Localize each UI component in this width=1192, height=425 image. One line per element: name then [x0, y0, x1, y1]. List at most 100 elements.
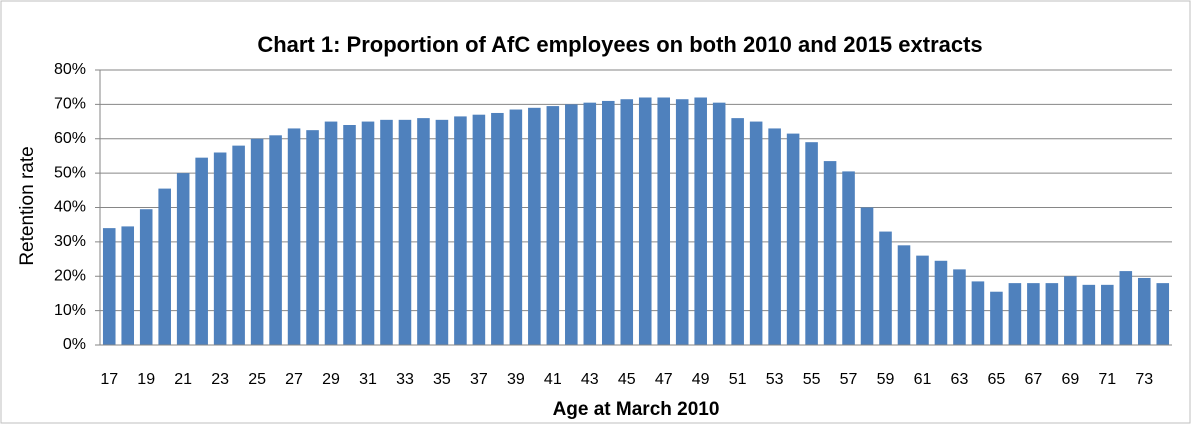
x-tick-label: 55: [803, 371, 821, 388]
bar: [269, 135, 282, 345]
bar: [971, 281, 985, 345]
bar: [1101, 284, 1114, 345]
bar: [491, 112, 504, 345]
x-tick-label: 35: [433, 371, 451, 388]
bar: [916, 255, 929, 345]
bar: [879, 231, 892, 345]
bar: [842, 171, 855, 345]
bar: [158, 188, 171, 345]
bar: [306, 130, 319, 345]
x-tick-label: 53: [766, 371, 784, 388]
bar: [139, 209, 153, 345]
bar: [343, 125, 356, 345]
y-tick-label: 30%: [54, 233, 86, 250]
bar: [712, 102, 726, 345]
x-tick-label: 51: [729, 371, 747, 388]
y-tick-label: 10%: [54, 302, 86, 319]
bar: [749, 121, 763, 345]
bar: [823, 161, 837, 345]
bar: [768, 128, 781, 345]
bar: [417, 118, 430, 345]
bar: [990, 291, 1003, 345]
x-tick-label: 57: [840, 371, 858, 388]
x-tick-label: 45: [618, 371, 636, 388]
bar: [805, 142, 818, 345]
bar: [213, 152, 227, 345]
x-tick-label: 41: [544, 371, 562, 388]
bar: [121, 226, 135, 345]
x-tick-label: 47: [655, 371, 673, 388]
bar: [601, 100, 615, 345]
x-tick-label: 31: [359, 371, 377, 388]
y-tick-label: 70%: [54, 96, 86, 113]
bar: [1119, 271, 1133, 345]
bar: [953, 269, 966, 345]
bar: [398, 119, 412, 345]
x-tick-label: 23: [211, 371, 229, 388]
bar: [860, 207, 874, 345]
x-tick-label: 27: [285, 371, 303, 388]
chart-title: Chart 1: Proportion of AfC employees on …: [257, 32, 982, 57]
x-tick-label: 33: [396, 371, 414, 388]
bar: [528, 107, 541, 345]
x-tick-label: 71: [1098, 371, 1116, 388]
bar: [324, 121, 338, 345]
bar: [250, 138, 264, 345]
bar: [694, 97, 707, 345]
bar: [454, 116, 467, 345]
x-tick-label: 69: [1061, 371, 1079, 388]
bar: [102, 228, 116, 345]
bar: [472, 114, 486, 345]
y-tick-label: 60%: [54, 130, 86, 147]
bar: [380, 119, 393, 345]
bar: [176, 173, 190, 345]
x-tick-label: 43: [581, 371, 599, 388]
bar: [435, 119, 449, 345]
y-axis-title: Retention rate: [17, 146, 38, 265]
bar: [1064, 276, 1077, 345]
bar: [786, 133, 800, 345]
x-tick-label: 21: [174, 371, 192, 388]
bar: [897, 245, 911, 345]
bar: [657, 97, 671, 345]
bar: [620, 99, 634, 345]
x-tick-label: 59: [877, 371, 895, 388]
bar: [287, 128, 301, 345]
x-tick-label: 73: [1135, 371, 1153, 388]
bar: [361, 121, 375, 345]
bar: [675, 99, 689, 345]
x-tick-label: 65: [988, 371, 1006, 388]
y-tick-label: 0%: [63, 336, 86, 353]
bar: [195, 157, 208, 345]
x-tick-label: 29: [322, 371, 340, 388]
bar: [583, 102, 597, 345]
bar: [546, 106, 560, 345]
bar: [232, 145, 245, 345]
x-tick-label: 49: [692, 371, 710, 388]
x-tick-label: 17: [100, 371, 118, 388]
bar: [1008, 283, 1022, 345]
x-tick-label: 61: [914, 371, 932, 388]
bar: [638, 97, 652, 345]
y-tick-label: 40%: [54, 199, 86, 216]
bar: [1027, 283, 1040, 345]
bar: [731, 118, 744, 345]
bar: [565, 104, 578, 345]
x-axis-title: Age at March 2010: [553, 399, 720, 420]
x-tick-label: 67: [1024, 371, 1042, 388]
bar: [1137, 277, 1151, 345]
x-tick-label: 39: [507, 371, 525, 388]
x-tick-label: 37: [470, 371, 488, 388]
y-tick-label: 20%: [54, 267, 86, 284]
y-tick-label: 80%: [54, 61, 86, 78]
y-tick-label: 50%: [54, 164, 86, 181]
bar: [509, 109, 523, 345]
bar: [1156, 283, 1170, 345]
x-tick-label: 63: [951, 371, 969, 388]
bar: [1045, 283, 1059, 345]
bar: [1082, 284, 1096, 345]
x-tick-label: 25: [248, 371, 266, 388]
bar: [934, 260, 948, 345]
x-tick-label: 19: [137, 371, 155, 388]
